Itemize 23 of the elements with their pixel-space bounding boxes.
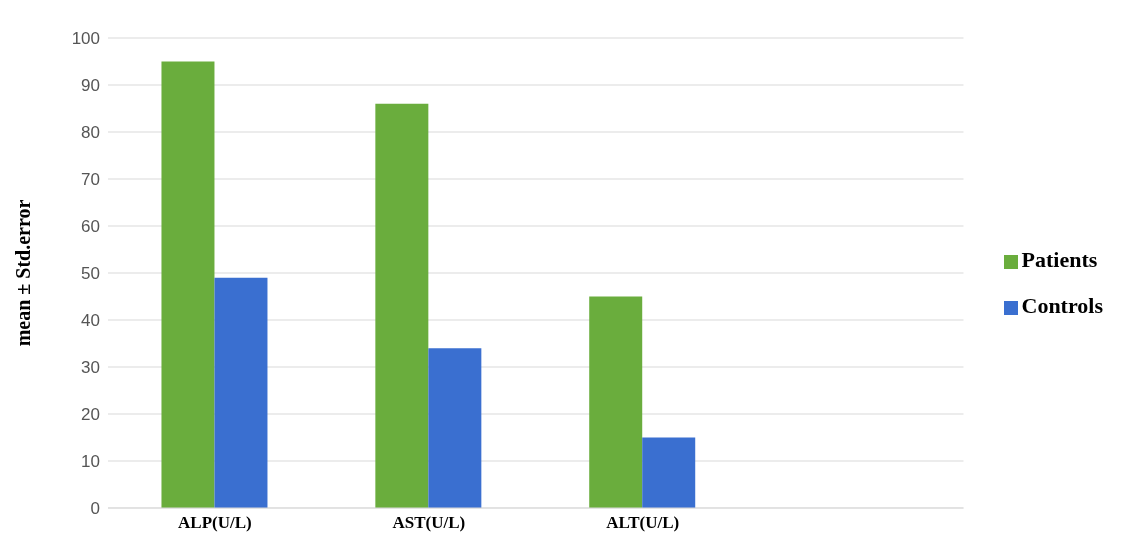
y-tick-label: 10 bbox=[81, 452, 100, 472]
y-tick-label: 40 bbox=[81, 311, 100, 331]
legend-label: Patients bbox=[1021, 247, 1098, 272]
y-tick-label: 60 bbox=[81, 217, 100, 237]
y-tick-label: 30 bbox=[81, 358, 100, 378]
y-tick-label: 90 bbox=[81, 76, 100, 96]
x-tick-label: AST(U/L) bbox=[392, 513, 466, 533]
x-tick-label: ALP(U/L) bbox=[178, 513, 252, 533]
bar bbox=[428, 348, 482, 508]
x-tick-label: ALT(U/L) bbox=[606, 513, 680, 533]
y-axis-title: mean ± Std.error bbox=[12, 199, 35, 347]
y-tick-label: 80 bbox=[81, 123, 100, 143]
y-tick-label: 0 bbox=[90, 499, 100, 519]
bar bbox=[589, 296, 643, 508]
y-tick-label: 20 bbox=[81, 405, 100, 425]
bar bbox=[214, 277, 268, 508]
bar bbox=[375, 103, 429, 508]
bar bbox=[161, 61, 215, 508]
legend-label: Controls bbox=[1021, 293, 1103, 318]
y-tick-label: 100 bbox=[71, 29, 100, 49]
bar bbox=[642, 437, 696, 508]
y-tick-label: 70 bbox=[81, 170, 100, 190]
y-tick-label: 50 bbox=[81, 264, 100, 284]
